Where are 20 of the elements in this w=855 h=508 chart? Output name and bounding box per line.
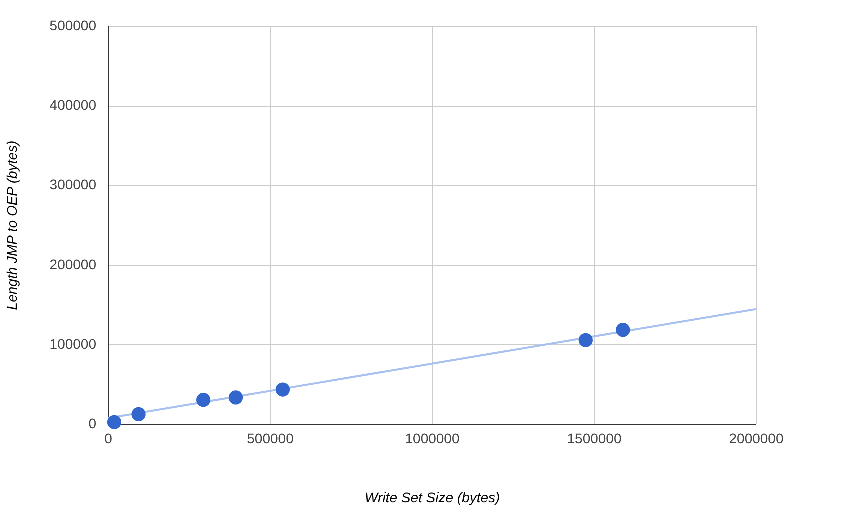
y-tick-label: 100000 [50,336,97,352]
x-tick-label: 500000 [247,430,294,446]
point [276,382,290,397]
point [578,333,593,348]
x-axis-title: Write Set Size (bytes) [364,490,500,506]
y-tick-label: 0 [88,416,97,432]
y-tick-label: 200000 [50,256,97,272]
point [196,393,211,408]
y-tick-label: 500000 [50,18,97,34]
x-tick-label: 1500000 [567,430,622,446]
point [228,390,244,405]
y-tick-label: 400000 [50,97,97,114]
x-tick-label: 1000000 [405,430,460,446]
x-tick-label: 0 [104,430,113,446]
x-tick-label: 2000000 [729,430,784,446]
point [107,415,122,430]
point [132,407,146,422]
point [616,323,630,338]
y-axis-title: Length JMP to OEP (bytes) [4,140,20,310]
y-tick-label: 300000 [50,176,97,193]
